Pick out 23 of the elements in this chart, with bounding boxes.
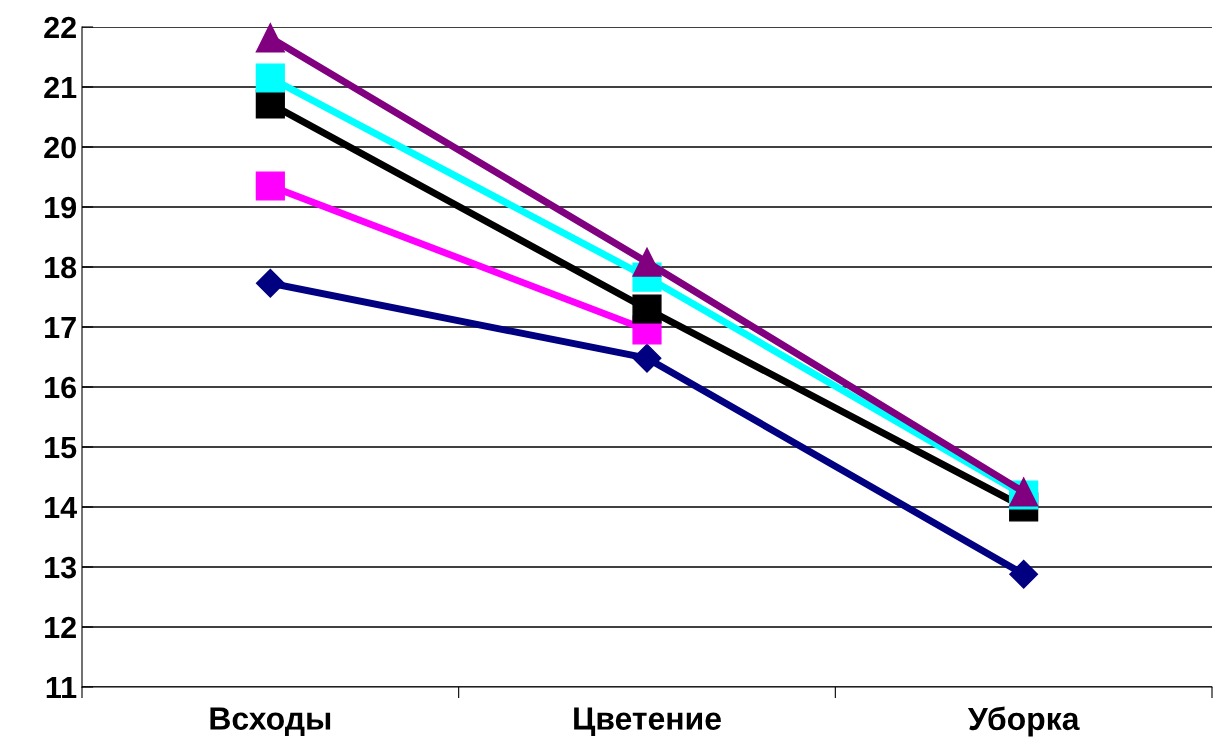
x-tick-label: Цветение <box>574 707 721 736</box>
point <box>632 247 662 277</box>
point <box>632 294 662 324</box>
y-tick-label: 13 <box>45 556 77 579</box>
point <box>1009 559 1039 589</box>
point <box>255 171 285 201</box>
y-tick-label: 15 <box>45 437 77 459</box>
point <box>255 268 285 298</box>
point <box>255 63 285 93</box>
y-tick-label: 21 <box>44 76 77 99</box>
point <box>255 23 285 53</box>
y-tick-label: 20 <box>44 136 76 159</box>
y-tick-label: 14 <box>45 497 77 519</box>
y-tick-label: 19 <box>45 196 77 219</box>
x-tick-label: Всходы <box>210 707 331 736</box>
y-tick-label: 12 <box>45 616 76 639</box>
x-tick-label: Уборка <box>967 706 1080 737</box>
y-tick-label: 11 <box>46 677 77 699</box>
y-tick-label: 22 <box>44 16 76 39</box>
y-tick-label: 17 <box>45 317 76 339</box>
point <box>632 343 662 373</box>
y-tick-label: 18 <box>45 256 77 279</box>
y-tick-label: 16 <box>45 376 77 399</box>
